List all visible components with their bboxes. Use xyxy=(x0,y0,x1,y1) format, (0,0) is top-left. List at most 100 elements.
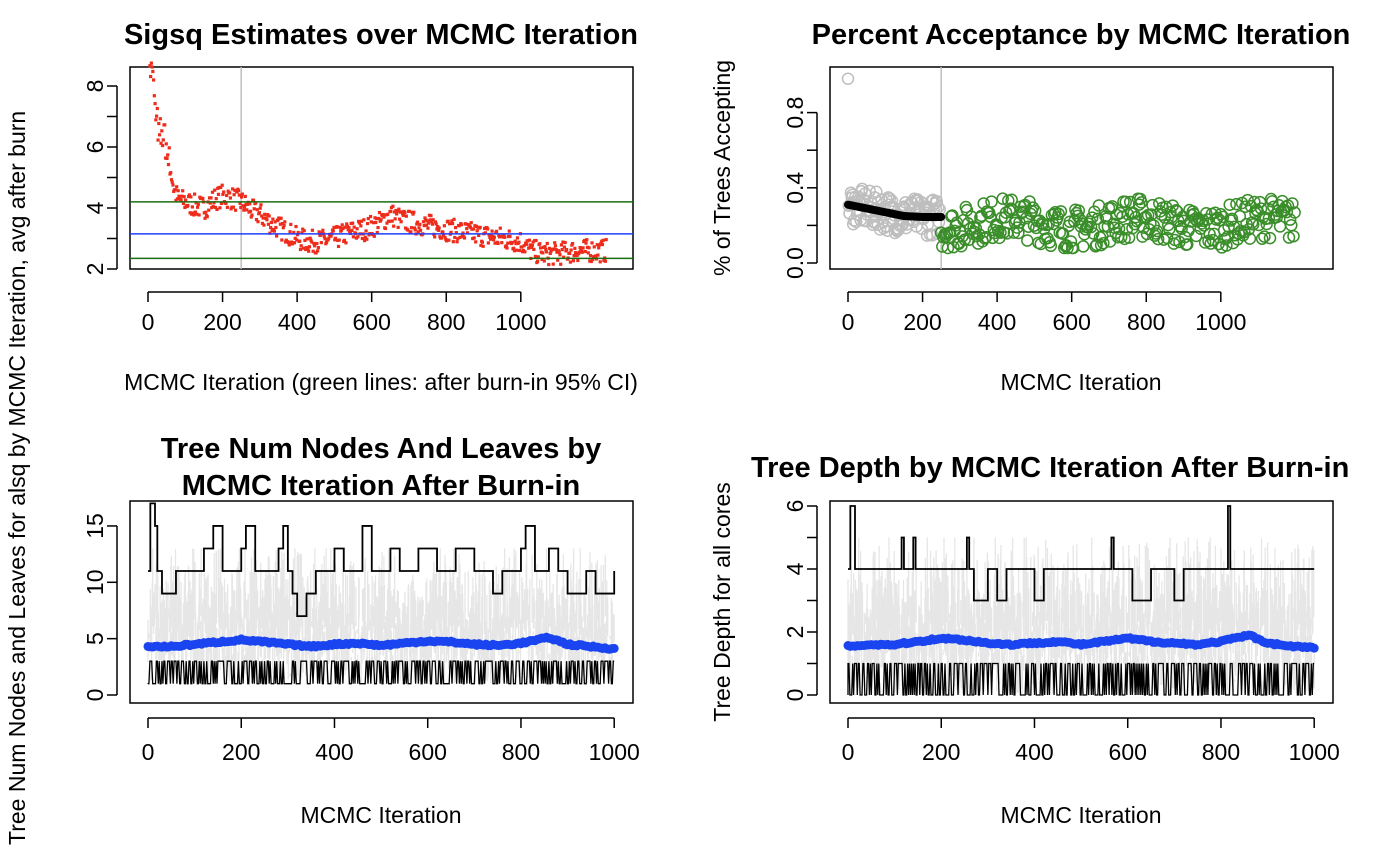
sigsq-point xyxy=(431,218,435,222)
acceptance-point xyxy=(1078,227,1091,241)
sigsq-point xyxy=(329,234,333,238)
sigsq-point xyxy=(152,94,156,98)
num-nodes-y-tick-label: 0 xyxy=(82,689,108,702)
acceptance-burnin-point xyxy=(930,194,943,208)
acceptance-point xyxy=(1044,239,1058,253)
sigsq-point xyxy=(603,259,608,263)
sigsq-point xyxy=(337,238,341,242)
sigsq-point xyxy=(160,143,165,148)
sigsq-y-tick-label: 8 xyxy=(82,80,108,93)
acceptance-point xyxy=(1254,202,1268,215)
sigsq-point xyxy=(453,235,457,240)
sigsq-point xyxy=(215,207,219,212)
sigsq-point xyxy=(293,236,297,240)
sigsq-point xyxy=(228,196,232,200)
acceptance-y-tick-label: 0.0 xyxy=(782,247,808,279)
depth-y-tick-label: 0 xyxy=(782,689,808,702)
acceptance-plot-frame xyxy=(829,66,1334,270)
sigsq-point xyxy=(211,204,215,209)
sigsq-point xyxy=(231,187,235,191)
sigsq-title: Sigsq Estimates over MCMC Iteration xyxy=(124,19,638,51)
sigsq-point xyxy=(359,224,363,228)
sigsq-point xyxy=(434,222,438,226)
sigsq-point xyxy=(424,223,429,227)
acceptance-point xyxy=(1260,217,1273,231)
sigsq-point xyxy=(308,236,312,240)
sigsq-x-axis: 0 200 400 600 800 1000 xyxy=(142,291,546,335)
sigsq-point xyxy=(447,222,452,226)
sigsq-point xyxy=(324,240,329,244)
sigsq-point xyxy=(492,235,496,239)
sigsq-point xyxy=(261,216,265,220)
sigsq-point xyxy=(323,237,327,241)
sigsq-point xyxy=(528,243,532,247)
sigsq-point xyxy=(221,192,225,197)
sigsq-point xyxy=(154,118,158,122)
acceptance-point xyxy=(1084,220,1098,234)
sigsq-point xyxy=(562,255,566,259)
sigsq-point xyxy=(283,220,287,224)
sigsq-point xyxy=(441,230,445,234)
sigsq-point xyxy=(170,180,174,184)
sigsq-point xyxy=(237,193,241,197)
acceptance-point xyxy=(978,232,992,245)
acceptance-point xyxy=(955,239,968,253)
sigsq-point xyxy=(514,241,518,246)
sigsq-point xyxy=(279,216,283,220)
sigsq-point xyxy=(357,219,361,223)
acceptance-point xyxy=(1280,205,1294,219)
shared-ylabel: Tree Num Nodes and Leaves for alsq by MC… xyxy=(4,111,30,845)
sigsq-x-tick-label: 800 xyxy=(427,309,465,335)
sigsq-point xyxy=(242,208,246,212)
num-nodes-xlabel: MCMC Iteration xyxy=(300,802,461,828)
num-nodes-plot-frame xyxy=(129,500,634,704)
sigsq-point xyxy=(371,221,376,225)
sigsq-point xyxy=(252,207,256,211)
num-nodes-marks xyxy=(143,502,619,685)
num-nodes-mean-point xyxy=(609,643,619,653)
sigsq-point xyxy=(534,238,538,243)
acceptance-point xyxy=(1233,209,1247,223)
sigsq-point xyxy=(255,208,259,212)
acceptance-point xyxy=(1119,195,1132,209)
acceptance-point xyxy=(1076,240,1090,253)
sigsq-point xyxy=(512,246,516,250)
num-nodes-upper-line xyxy=(148,502,616,618)
sigsq-point xyxy=(187,193,191,197)
sigsq-point xyxy=(240,192,244,196)
sigsq-point xyxy=(433,220,438,224)
acceptance-point xyxy=(1225,212,1239,226)
panel-sigsq: Sigsq Estimates over MCMC Iteration 0 200… xyxy=(82,19,638,395)
sigsq-point xyxy=(590,241,594,245)
acceptance-point xyxy=(1262,212,1276,225)
sigsq-point xyxy=(556,258,560,262)
sigsq-point xyxy=(189,195,193,199)
sigsq-point xyxy=(464,222,468,226)
sigsq-point xyxy=(446,219,450,223)
sigsq-plot-frame xyxy=(129,66,634,270)
sigsq-point xyxy=(351,221,355,225)
sigsq-point xyxy=(316,249,320,253)
acceptance-point xyxy=(1194,222,1207,236)
acceptance-point xyxy=(996,192,1009,205)
sigsq-point xyxy=(316,246,320,250)
sigsq-point xyxy=(510,240,514,245)
sigsq-point xyxy=(292,230,296,235)
sigsq-point xyxy=(288,230,292,234)
sigsq-point xyxy=(481,244,485,248)
sigsq-point xyxy=(496,241,500,246)
sigsq-point xyxy=(351,235,356,239)
sigsq-point xyxy=(406,228,410,232)
sigsq-point xyxy=(267,214,271,218)
sigsq-point xyxy=(344,241,348,245)
acceptance-point xyxy=(985,195,998,208)
acceptance-y-axis: 0.0 0.4 0.8 xyxy=(782,97,818,279)
sigsq-point xyxy=(303,238,307,243)
sigsq-point xyxy=(158,117,162,121)
sigsq-point xyxy=(161,138,165,142)
sigsq-point xyxy=(527,238,531,242)
sigsq-point xyxy=(443,236,447,240)
sigsq-point xyxy=(296,230,300,235)
acceptance-point xyxy=(1273,220,1287,233)
